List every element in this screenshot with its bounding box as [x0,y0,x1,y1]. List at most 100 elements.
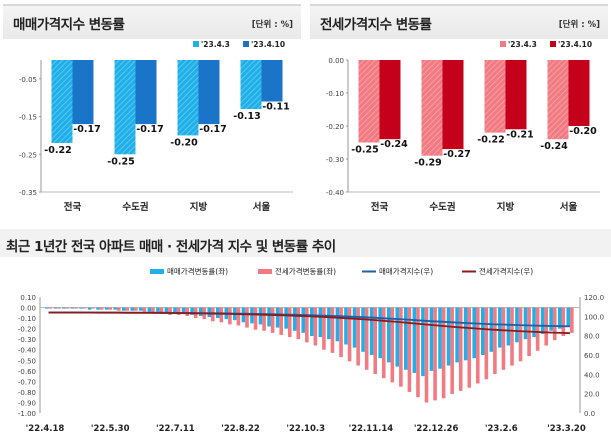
bar [72,60,94,125]
left-tick-label: -0.60 [18,368,36,376]
sale-change-header: 매매가격지수 변동률 [단위 : %] [3,4,301,39]
trend-bar [156,307,160,312]
legend-label: 매매가격지수(우) [379,266,433,276]
trend-bar [523,307,528,340]
bar [505,60,527,130]
bar-value-label: -0.22 [477,135,504,146]
trend-bar [322,307,326,350]
trend-bar [540,307,545,334]
trend-bar [429,307,434,371]
trend-bar [219,307,224,323]
trend-bar [45,307,49,309]
x-tick-label: '22.4.18 [26,424,65,434]
trend-bar [236,307,241,326]
trend-bar [361,307,365,352]
category-label: 전국 [64,201,82,213]
trend-bar [130,307,135,311]
legend-swatch [243,41,249,47]
bar-value-label: -0.21 [506,129,533,140]
trend-title-band [0,229,611,257]
trend-bar [416,307,420,398]
trend-bar [82,307,87,309]
trend-bar [476,307,480,384]
trend-bar [330,307,335,353]
category-label: 수도권 [429,201,455,213]
jeonse-change-title: 전세가격지수 변동률 [320,17,432,33]
sale-change-panel: 매매가격지수 변동률 [단위 : %] -0.05 -0.15 -0.25 -0.35… [3,4,301,222]
trend-bar [250,307,254,324]
bar [379,60,401,140]
y-tick-label: -0.30 [326,156,344,164]
legend-label: '23.4.10 [558,40,592,49]
jeonse-change-panel: 전세가격지수 변동률 [단위 : %] 0.00 -0.10 -0.20 -0.30-… [310,4,608,222]
trend-bar [305,307,309,343]
trend-bar [552,307,557,341]
trend-bar [79,307,83,309]
trend-bar [62,307,66,309]
trend-bar [198,307,203,316]
x-tick-label: '23.2.6 [485,424,518,434]
legend-swatch [550,41,556,47]
bar [240,60,262,110]
trend-bar [561,307,566,337]
bar-value-label: -0.13 [233,111,260,122]
trend-bar [53,307,58,309]
trend-bar [369,307,374,355]
trend-bar [424,307,429,403]
trend-bar [142,307,147,312]
trend-bar [292,307,297,331]
trend-bar [279,307,283,335]
trend-bar [181,307,186,314]
trend-bar [267,307,271,327]
trend-bar [395,307,400,367]
trend-bar [381,307,386,379]
bar [135,60,157,125]
trend-bar [352,307,357,348]
y-tick-label: -0.20 [326,123,344,131]
trend-bar [74,307,78,309]
trend-bar [190,307,194,315]
bar [358,60,380,143]
trend-bar [57,307,61,309]
bar [568,60,590,126]
trend-bar [399,307,403,387]
trend-bar [228,307,232,325]
right-tick-label: 120.0 [584,294,604,302]
bar-value-label: -0.27 [443,149,470,160]
legend-swatch [500,41,506,47]
trend-bar [125,307,130,311]
trend-bar [501,307,506,370]
trend-bar [245,307,249,328]
trend-bar [347,307,352,362]
trend-bar [535,307,540,351]
bar-value-label: -0.20 [569,126,597,137]
trend-bar [356,307,360,366]
trend-bar [335,307,340,342]
x-tick-label: '22.8.22 [221,424,260,434]
bar-value-label: -0.11 [262,101,289,112]
x-tick-label: '23.3.20 [547,424,586,434]
x-tick-label: '22.11.14 [349,424,394,434]
trend-bar [506,307,511,346]
left-tick-label: -1.00 [18,410,36,418]
trend-bar [96,307,100,310]
trend-bar [472,307,477,359]
x-tick-label: '22.5.30 [91,424,130,434]
trend-bar [441,307,446,399]
legend-label: '23.4.3 [508,40,537,49]
legend-label: 전세가격변동률(좌) [275,266,336,276]
trend-bar [185,307,189,316]
trend-bar [121,307,126,311]
trend-bar [532,307,536,338]
trend-bar [570,307,574,333]
right-tick-label: 20.0 [584,391,600,399]
bar [442,60,464,150]
jeonse-change-header: 전세가격지수 변동률 [단위 : %] [310,4,608,39]
legend-label: '23.4.10 [251,40,285,49]
trend-bar [301,307,306,333]
left-tick-label: -0.70 [18,378,36,386]
legend-label: 매매가격변동률(좌) [167,266,228,276]
legend-swatch [150,269,164,274]
trend-bar [566,307,571,326]
trend-bar [168,307,172,315]
